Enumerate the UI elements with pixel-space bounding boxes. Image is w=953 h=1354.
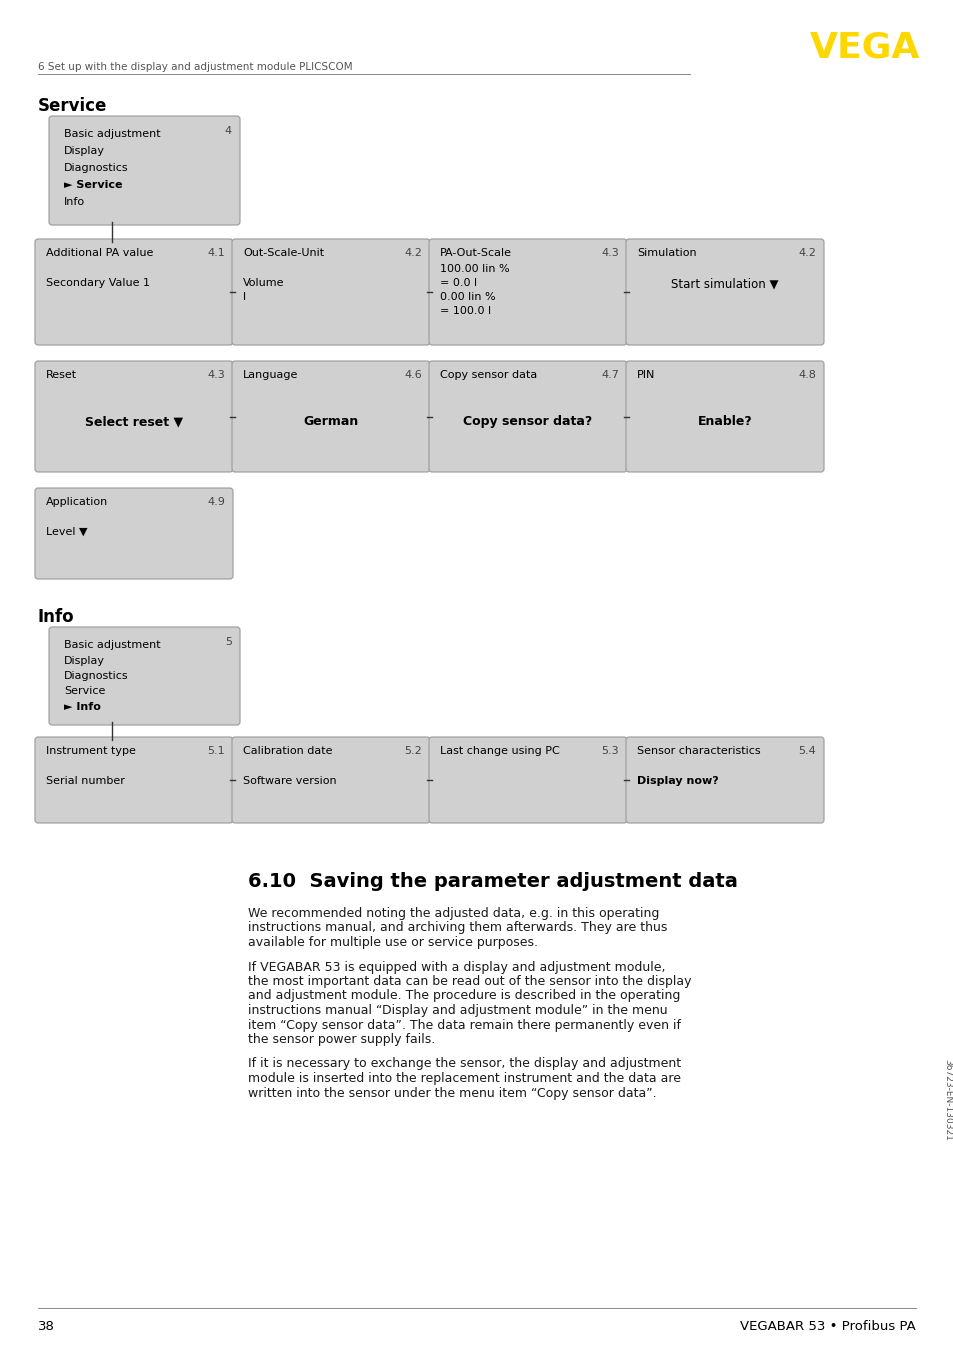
Text: Level ▼: Level ▼ <box>46 527 88 538</box>
Text: Reset: Reset <box>46 370 77 380</box>
Text: Diagnostics: Diagnostics <box>64 672 129 681</box>
Text: written into the sensor under the menu item “Copy sensor data”.: written into the sensor under the menu i… <box>248 1086 656 1099</box>
Text: Basic adjustment: Basic adjustment <box>64 640 160 650</box>
FancyBboxPatch shape <box>232 362 430 473</box>
Text: VEGA: VEGA <box>809 31 919 65</box>
Text: 5.3: 5.3 <box>600 746 618 756</box>
Text: 4.7: 4.7 <box>600 370 618 380</box>
Text: Out-Scale-Unit: Out-Scale-Unit <box>243 248 324 259</box>
FancyBboxPatch shape <box>232 240 430 345</box>
Text: Service: Service <box>64 686 105 696</box>
Text: module is inserted into the replacement instrument and the data are: module is inserted into the replacement … <box>248 1072 680 1085</box>
Text: 5.1: 5.1 <box>207 746 225 756</box>
Text: German: German <box>303 414 358 428</box>
Text: the sensor power supply fails.: the sensor power supply fails. <box>248 1033 435 1047</box>
Text: Application: Application <box>46 497 108 506</box>
Text: We recommended noting the adjusted data, e.g. in this operating: We recommended noting the adjusted data,… <box>248 907 659 919</box>
Text: available for multiple use or service purposes.: available for multiple use or service pu… <box>248 936 537 949</box>
Text: Simulation: Simulation <box>637 248 696 259</box>
Text: 38: 38 <box>38 1320 55 1332</box>
FancyBboxPatch shape <box>429 362 626 473</box>
Text: 4.2: 4.2 <box>404 248 421 259</box>
Text: Service: Service <box>38 97 108 115</box>
Text: Last change using PC: Last change using PC <box>439 746 559 756</box>
Text: = 100.0 l: = 100.0 l <box>439 306 491 315</box>
Text: Display: Display <box>64 146 105 156</box>
Text: Copy sensor data?: Copy sensor data? <box>463 414 592 428</box>
Text: 5.2: 5.2 <box>404 746 421 756</box>
FancyBboxPatch shape <box>35 240 233 345</box>
FancyBboxPatch shape <box>49 627 240 724</box>
Text: 4.1: 4.1 <box>207 248 225 259</box>
FancyBboxPatch shape <box>625 362 823 473</box>
Text: Start simulation ▼: Start simulation ▼ <box>671 278 778 291</box>
Text: the most important data can be read out of the sensor into the display: the most important data can be read out … <box>248 975 691 988</box>
Text: Instrument type: Instrument type <box>46 746 135 756</box>
Text: Info: Info <box>64 196 85 207</box>
Text: PIN: PIN <box>637 370 655 380</box>
FancyBboxPatch shape <box>625 737 823 823</box>
Text: Display: Display <box>64 655 105 666</box>
Text: Sensor characteristics: Sensor characteristics <box>637 746 760 756</box>
Text: Secondary Value 1: Secondary Value 1 <box>46 278 150 288</box>
Text: If it is necessary to exchange the sensor, the display and adjustment: If it is necessary to exchange the senso… <box>248 1057 680 1071</box>
Text: VEGABAR 53 • Profibus PA: VEGABAR 53 • Profibus PA <box>740 1320 915 1332</box>
Text: 4.8: 4.8 <box>798 370 815 380</box>
Text: 6 Set up with the display and adjustment module PLICSCOM: 6 Set up with the display and adjustment… <box>38 62 353 72</box>
Text: ► Info: ► Info <box>64 701 101 712</box>
Text: Serial number: Serial number <box>46 776 125 787</box>
Text: Select reset ▼: Select reset ▼ <box>85 414 183 428</box>
Text: 5.4: 5.4 <box>798 746 815 756</box>
FancyBboxPatch shape <box>35 487 233 580</box>
Text: 6.10  Saving the parameter adjustment data: 6.10 Saving the parameter adjustment dat… <box>248 872 737 891</box>
Text: 36723-EN-130321: 36723-EN-130321 <box>943 1059 951 1141</box>
FancyBboxPatch shape <box>35 362 233 473</box>
Text: instructions manual “Display and adjustment module” in the menu: instructions manual “Display and adjustm… <box>248 1005 667 1017</box>
FancyBboxPatch shape <box>232 737 430 823</box>
Text: Diagnostics: Diagnostics <box>64 162 129 173</box>
Text: If VEGABAR 53 is equipped with a display and adjustment module,: If VEGABAR 53 is equipped with a display… <box>248 960 665 974</box>
Text: = 0.0 l: = 0.0 l <box>439 278 476 288</box>
Text: Info: Info <box>38 608 74 626</box>
Text: 0.00 lin %: 0.00 lin % <box>439 292 496 302</box>
Text: l: l <box>243 292 246 302</box>
Text: 4.3: 4.3 <box>207 370 225 380</box>
Text: 100.00 lin %: 100.00 lin % <box>439 264 509 274</box>
Text: Display now?: Display now? <box>637 776 718 787</box>
Text: 4.3: 4.3 <box>600 248 618 259</box>
FancyBboxPatch shape <box>35 737 233 823</box>
Text: 4: 4 <box>225 126 232 135</box>
Text: Volume: Volume <box>243 278 284 288</box>
Text: Calibration date: Calibration date <box>243 746 333 756</box>
Text: 4.6: 4.6 <box>404 370 421 380</box>
FancyBboxPatch shape <box>625 240 823 345</box>
Text: PA-Out-Scale: PA-Out-Scale <box>439 248 512 259</box>
Text: 4.9: 4.9 <box>207 497 225 506</box>
Text: ► Service: ► Service <box>64 180 122 190</box>
Text: 5: 5 <box>225 636 232 647</box>
Text: item “Copy sensor data”. The data remain there permanently even if: item “Copy sensor data”. The data remain… <box>248 1018 680 1032</box>
Text: Basic adjustment: Basic adjustment <box>64 129 160 139</box>
Text: instructions manual, and archiving them afterwards. They are thus: instructions manual, and archiving them … <box>248 922 667 934</box>
Text: Copy sensor data: Copy sensor data <box>439 370 537 380</box>
Text: Language: Language <box>243 370 298 380</box>
Text: and adjustment module. The procedure is described in the operating: and adjustment module. The procedure is … <box>248 990 679 1002</box>
FancyBboxPatch shape <box>429 240 626 345</box>
FancyBboxPatch shape <box>49 116 240 225</box>
FancyBboxPatch shape <box>429 737 626 823</box>
Text: Software version: Software version <box>243 776 336 787</box>
Text: 4.2: 4.2 <box>798 248 815 259</box>
Text: Enable?: Enable? <box>697 414 752 428</box>
Text: Additional PA value: Additional PA value <box>46 248 153 259</box>
